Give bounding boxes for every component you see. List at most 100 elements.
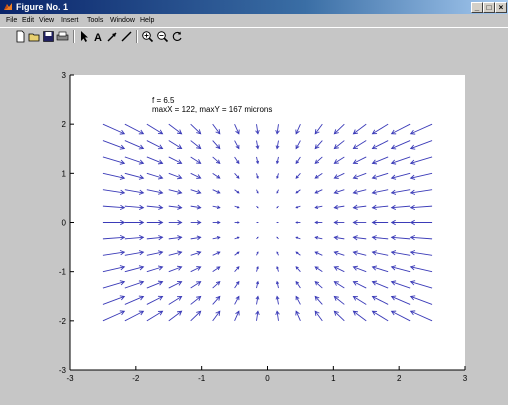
menu-window[interactable]: Window	[110, 17, 135, 24]
quiver-arrow	[409, 156, 433, 165]
quiver-arrow	[314, 266, 323, 273]
quiver-arrow	[275, 124, 280, 135]
quiver-arrow	[352, 123, 367, 135]
quiver-arrow	[146, 310, 164, 322]
quiver-arrow	[190, 220, 202, 225]
quiver-arrow	[371, 189, 389, 195]
rotate-icon[interactable]	[171, 30, 184, 43]
y-tick-label: 0	[62, 219, 67, 228]
quiver-arrow	[168, 172, 183, 180]
zoom-in-icon[interactable]	[141, 30, 154, 43]
insert-line-icon[interactable]	[120, 30, 133, 43]
quiver-arrow	[371, 280, 389, 289]
toolbar-separator	[136, 30, 138, 43]
menu-edit[interactable]: Edit	[22, 17, 35, 24]
quiver-arrow	[190, 172, 202, 179]
quiver-arrow	[102, 140, 126, 150]
minimize-button[interactable]: _	[471, 2, 483, 13]
toolbar: A	[0, 27, 508, 46]
close-button[interactable]: ×	[495, 2, 507, 13]
menu-insert[interactable]: Insert	[61, 17, 79, 24]
quiver-arrow	[333, 310, 345, 322]
quiver-arrow	[390, 295, 411, 305]
insert-text-icon[interactable]: A	[92, 30, 105, 43]
quiver-arrow	[409, 280, 433, 289]
quiver-arrow	[212, 281, 221, 289]
print-icon[interactable]	[56, 30, 69, 43]
quiver-arrow	[212, 140, 221, 150]
quiver-arrow	[212, 266, 221, 273]
title-bar[interactable]: Figure No. 1 _ □ ×	[0, 0, 508, 14]
quiver-arrow	[124, 265, 145, 273]
quiver-arrow	[146, 156, 164, 165]
quiver-arrow	[314, 295, 323, 305]
quiver-arrow	[409, 219, 433, 226]
quiver-arrow	[314, 281, 323, 289]
quiver-arrow	[256, 189, 259, 194]
quiver-arrow	[102, 295, 126, 305]
quiver-arrow	[314, 310, 323, 322]
quiver-arrow	[234, 140, 240, 150]
quiver-arrow	[168, 310, 183, 322]
open-file-icon[interactable]	[28, 30, 41, 43]
quiver-arrow	[295, 205, 301, 209]
quiver-arrow	[275, 140, 280, 150]
quiver-plot: -3 -2 -1 0 1 2 3 -3 -2 -1 0 1 2 3 f = 6.5 maxX = 122,…	[59, 71, 468, 383]
quiver-arrow	[371, 204, 389, 210]
quiver-arrow	[295, 310, 301, 322]
quiver-arrow	[333, 156, 345, 164]
quiver-arrow	[371, 250, 389, 256]
maximize-button[interactable]: □	[483, 2, 495, 13]
quiver-arrow	[255, 140, 260, 150]
quiver-arrow	[146, 219, 164, 226]
x-tick-label: -2	[132, 374, 140, 383]
y-tick-label: -1	[59, 268, 67, 277]
quiver-arrow	[102, 204, 126, 211]
menu-view[interactable]: View	[39, 17, 55, 24]
quiver-arrow	[255, 310, 260, 321]
quiver-arrow	[190, 281, 202, 289]
quiver-arrow	[234, 266, 240, 272]
quiver-arrow	[234, 236, 240, 240]
quiver-arrow	[409, 234, 433, 241]
select-arrow-icon[interactable]	[78, 30, 91, 43]
quiver-arrow	[295, 266, 301, 272]
save-icon[interactable]	[42, 30, 55, 43]
menu-tools[interactable]: Tools	[87, 17, 104, 24]
x-tick-label: 1	[331, 374, 336, 383]
quiver-arrow	[146, 265, 164, 273]
quiver-arrow	[333, 220, 345, 225]
quiver-arrow	[146, 204, 164, 210]
quiver-arrow	[102, 172, 126, 180]
y-tick-label: -3	[59, 366, 67, 375]
new-figure-icon[interactable]	[14, 30, 27, 43]
insert-arrow-icon[interactable]	[106, 30, 119, 43]
menu-file[interactable]: File	[6, 17, 18, 24]
quiver-arrow	[102, 265, 126, 273]
quiver-arrow	[295, 173, 301, 179]
quiver-arrow	[124, 156, 145, 165]
quiver-arrow	[352, 295, 367, 305]
zoom-out-icon[interactable]	[156, 30, 169, 43]
quiver-arrow	[275, 280, 280, 289]
quiver-arrow	[390, 265, 411, 273]
quiver-arrow	[390, 310, 411, 322]
quiver-arrow	[212, 172, 221, 179]
quiver-arrow	[409, 189, 433, 195]
quiver-arrow	[352, 189, 367, 195]
quiver-arrow	[234, 156, 240, 165]
quiver-arrow	[190, 235, 202, 241]
quiver-arrow	[295, 123, 301, 135]
quiver-arrow	[146, 295, 164, 305]
quiver-arrow	[102, 219, 126, 226]
quiver-arrow	[124, 172, 145, 180]
quiver-arrow	[234, 173, 240, 179]
x-tick-label: -3	[66, 374, 74, 383]
arrow-field	[102, 123, 433, 322]
menu-help[interactable]: Help	[140, 17, 155, 24]
quiver-arrow	[390, 156, 411, 165]
quiver-arrow	[124, 235, 145, 241]
quiver-arrow	[102, 280, 126, 289]
quiver-arrow	[212, 295, 221, 305]
quiver-arrow	[371, 219, 389, 226]
